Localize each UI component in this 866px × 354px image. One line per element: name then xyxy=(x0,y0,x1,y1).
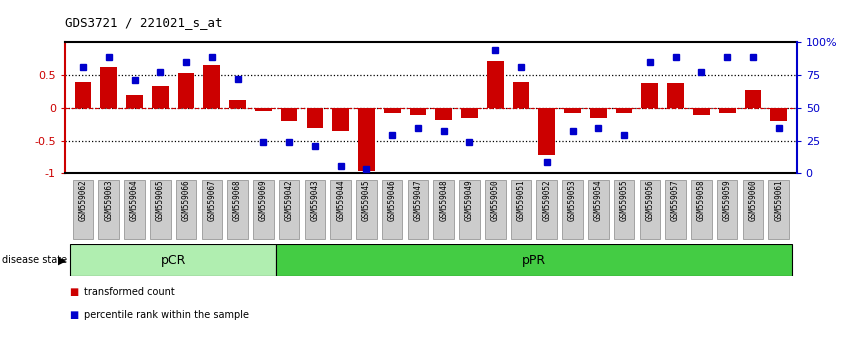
Bar xyxy=(410,108,426,115)
Text: GSM559048: GSM559048 xyxy=(439,179,449,221)
Text: ■: ■ xyxy=(69,287,79,297)
FancyBboxPatch shape xyxy=(743,181,763,239)
Bar xyxy=(358,108,375,171)
Text: GSM559069: GSM559069 xyxy=(259,179,268,221)
Text: percentile rank within the sample: percentile rank within the sample xyxy=(84,310,249,320)
Bar xyxy=(333,108,349,131)
FancyBboxPatch shape xyxy=(382,181,403,239)
Text: GSM559053: GSM559053 xyxy=(568,179,577,221)
Text: GSM559057: GSM559057 xyxy=(671,179,680,221)
Text: GSM559052: GSM559052 xyxy=(542,179,552,221)
Bar xyxy=(564,108,581,113)
Bar xyxy=(204,65,220,108)
Text: GSM559046: GSM559046 xyxy=(388,179,397,221)
Text: GSM559066: GSM559066 xyxy=(182,179,191,221)
FancyBboxPatch shape xyxy=(276,244,792,276)
FancyBboxPatch shape xyxy=(356,181,377,239)
Text: GSM559060: GSM559060 xyxy=(748,179,758,221)
Text: GSM559043: GSM559043 xyxy=(310,179,320,221)
Text: GSM559065: GSM559065 xyxy=(156,179,165,221)
Text: GSM559049: GSM559049 xyxy=(465,179,474,221)
Bar xyxy=(307,108,323,128)
Text: disease state: disease state xyxy=(2,255,67,265)
Text: GSM559061: GSM559061 xyxy=(774,179,783,221)
Bar xyxy=(384,108,401,113)
Bar xyxy=(126,95,143,108)
Text: pCR: pCR xyxy=(160,254,186,267)
Text: GSM559062: GSM559062 xyxy=(79,179,87,221)
Text: GSM559045: GSM559045 xyxy=(362,179,371,221)
FancyBboxPatch shape xyxy=(562,181,583,239)
Text: ▶: ▶ xyxy=(58,255,67,265)
FancyBboxPatch shape xyxy=(202,181,222,239)
Text: GDS3721 / 221021_s_at: GDS3721 / 221021_s_at xyxy=(65,16,223,29)
Text: transformed count: transformed count xyxy=(84,287,175,297)
Text: GSM559042: GSM559042 xyxy=(285,179,294,221)
FancyBboxPatch shape xyxy=(511,181,532,239)
Bar xyxy=(667,83,684,108)
FancyBboxPatch shape xyxy=(227,181,248,239)
Text: GSM559051: GSM559051 xyxy=(516,179,526,221)
Bar xyxy=(487,61,504,108)
FancyBboxPatch shape xyxy=(485,181,506,239)
FancyBboxPatch shape xyxy=(176,181,197,239)
FancyBboxPatch shape xyxy=(459,181,480,239)
Text: GSM559068: GSM559068 xyxy=(233,179,242,221)
Bar xyxy=(178,73,195,108)
FancyBboxPatch shape xyxy=(73,181,94,239)
Text: GSM559067: GSM559067 xyxy=(207,179,216,221)
Bar xyxy=(642,83,658,108)
Text: GSM559058: GSM559058 xyxy=(697,179,706,221)
FancyBboxPatch shape xyxy=(70,244,276,276)
FancyBboxPatch shape xyxy=(408,181,429,239)
Bar xyxy=(616,108,632,113)
Bar xyxy=(74,82,91,108)
Text: GSM559054: GSM559054 xyxy=(594,179,603,221)
FancyBboxPatch shape xyxy=(717,181,738,239)
FancyBboxPatch shape xyxy=(124,181,145,239)
FancyBboxPatch shape xyxy=(665,181,686,239)
FancyBboxPatch shape xyxy=(588,181,609,239)
Bar xyxy=(693,108,710,115)
FancyBboxPatch shape xyxy=(99,181,119,239)
FancyBboxPatch shape xyxy=(279,181,300,239)
FancyBboxPatch shape xyxy=(614,181,635,239)
Text: ■: ■ xyxy=(69,310,79,320)
Bar xyxy=(100,67,117,108)
Text: GSM559047: GSM559047 xyxy=(413,179,423,221)
Text: GSM559064: GSM559064 xyxy=(130,179,139,221)
FancyBboxPatch shape xyxy=(768,181,789,239)
FancyBboxPatch shape xyxy=(433,181,454,239)
FancyBboxPatch shape xyxy=(330,181,351,239)
Bar xyxy=(719,108,735,113)
Bar xyxy=(255,108,272,110)
Text: GSM559059: GSM559059 xyxy=(722,179,732,221)
Bar xyxy=(539,108,555,155)
FancyBboxPatch shape xyxy=(150,181,171,239)
FancyBboxPatch shape xyxy=(640,181,660,239)
Text: GSM559050: GSM559050 xyxy=(491,179,500,221)
Bar xyxy=(745,90,761,108)
Bar xyxy=(152,86,169,108)
Bar xyxy=(229,100,246,108)
Text: GSM559056: GSM559056 xyxy=(645,179,655,221)
Bar xyxy=(461,108,478,118)
Text: GSM559044: GSM559044 xyxy=(336,179,346,221)
FancyBboxPatch shape xyxy=(536,181,557,239)
FancyBboxPatch shape xyxy=(691,181,712,239)
FancyBboxPatch shape xyxy=(305,181,326,239)
FancyBboxPatch shape xyxy=(253,181,274,239)
Text: GSM559063: GSM559063 xyxy=(104,179,113,221)
Bar xyxy=(281,108,298,121)
Text: GSM559055: GSM559055 xyxy=(619,179,629,221)
Text: pPR: pPR xyxy=(522,254,546,267)
Bar xyxy=(590,108,607,118)
Bar xyxy=(771,108,787,121)
Bar xyxy=(513,82,529,108)
Bar xyxy=(436,108,452,120)
